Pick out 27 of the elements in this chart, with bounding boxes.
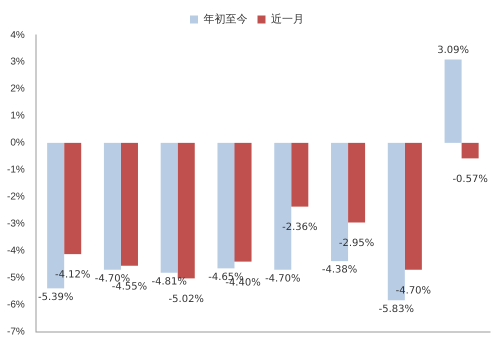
y-tick-label: -7% — [6, 326, 25, 338]
y-tick-label: -6% — [6, 300, 25, 311]
data-label: -4.70% — [265, 273, 300, 284]
y-tick-label: 1% — [10, 110, 25, 122]
y-tick-label: 2% — [10, 84, 25, 95]
data-label: -4.70% — [396, 285, 432, 296]
y-tick-label: -4% — [6, 246, 25, 257]
y-tick-label: -3% — [6, 218, 25, 230]
data-label: -2.36% — [282, 222, 318, 234]
data-label: -4.81% — [152, 276, 187, 288]
data-label: 3.09% — [437, 45, 469, 56]
y-tick-label: -5% — [6, 272, 25, 284]
data-label: -4.55% — [112, 281, 148, 292]
data-label: -5.02% — [168, 294, 204, 305]
data-label: -2.95% — [338, 238, 374, 250]
data-label: -5.39% — [38, 292, 74, 303]
data-label: -5.83% — [378, 304, 414, 315]
y-tick-label: -1% — [6, 164, 25, 176]
data-label: -4.12% — [54, 270, 90, 281]
y-tick-label: 0% — [10, 138, 25, 149]
y-tick-label: 3% — [10, 56, 25, 68]
legend-label: 近一月 — [271, 12, 304, 26]
y-tick-label: 4% — [10, 30, 25, 41]
y-tick-label: -2% — [6, 192, 25, 203]
data-label: -0.57% — [452, 174, 488, 185]
data-label: -4.38% — [322, 264, 358, 276]
legend-label: 年初至今 — [204, 12, 248, 26]
